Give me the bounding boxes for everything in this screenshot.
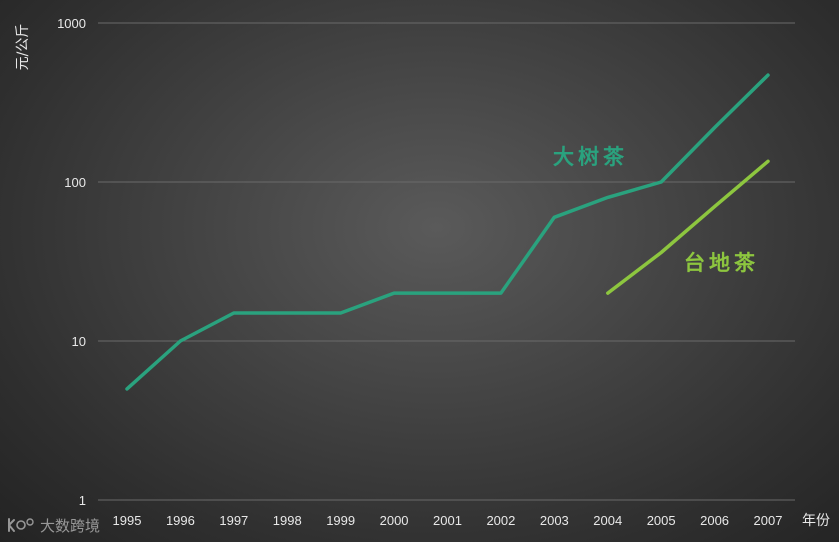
y-axis-title: 元/公斤 [15, 24, 31, 71]
y-tick-label: 10 [72, 334, 86, 349]
series-line-0 [125, 73, 770, 391]
x-axis-title: 年份 [802, 513, 830, 529]
x-axis-ticks: 1995 1996 1997 1998 1999 2000 2001 2002 2003 2004… [113, 513, 783, 528]
y-axis-ticks: 1 10 100 1000 [57, 16, 86, 508]
x-tick-label: 2006 [700, 513, 729, 528]
x-tick-label: 2002 [486, 513, 515, 528]
x-tick-label: 1995 [113, 513, 142, 528]
watermark: 大数跨境 [6, 514, 100, 536]
x-tick-label: 2005 [647, 513, 676, 528]
x-tick-label: 1999 [326, 513, 355, 528]
x-tick-label: 2007 [754, 513, 783, 528]
x-tick-label: 1997 [219, 513, 248, 528]
y-tick-label: 1 [79, 493, 86, 508]
x-tick-label: 2000 [380, 513, 409, 528]
x-tick-label: 2004 [593, 513, 622, 528]
x-tick-label: 1996 [166, 513, 195, 528]
x-tick-label: 1998 [273, 513, 302, 528]
series-label-dashucha: 大树茶 [553, 145, 628, 169]
y-tick-label: 100 [64, 175, 86, 190]
x-tick-label: 2001 [433, 513, 462, 528]
series-lines [125, 73, 770, 391]
series-label-taidicha: 台地茶 [684, 251, 759, 275]
watermark-logo-icon [8, 518, 34, 532]
gridlines [98, 22, 795, 501]
watermark-text: 大数跨境 [40, 516, 101, 535]
y-tick-label: 1000 [57, 16, 86, 31]
x-tick-label: 2003 [540, 513, 569, 528]
series-line-1 [606, 159, 770, 295]
